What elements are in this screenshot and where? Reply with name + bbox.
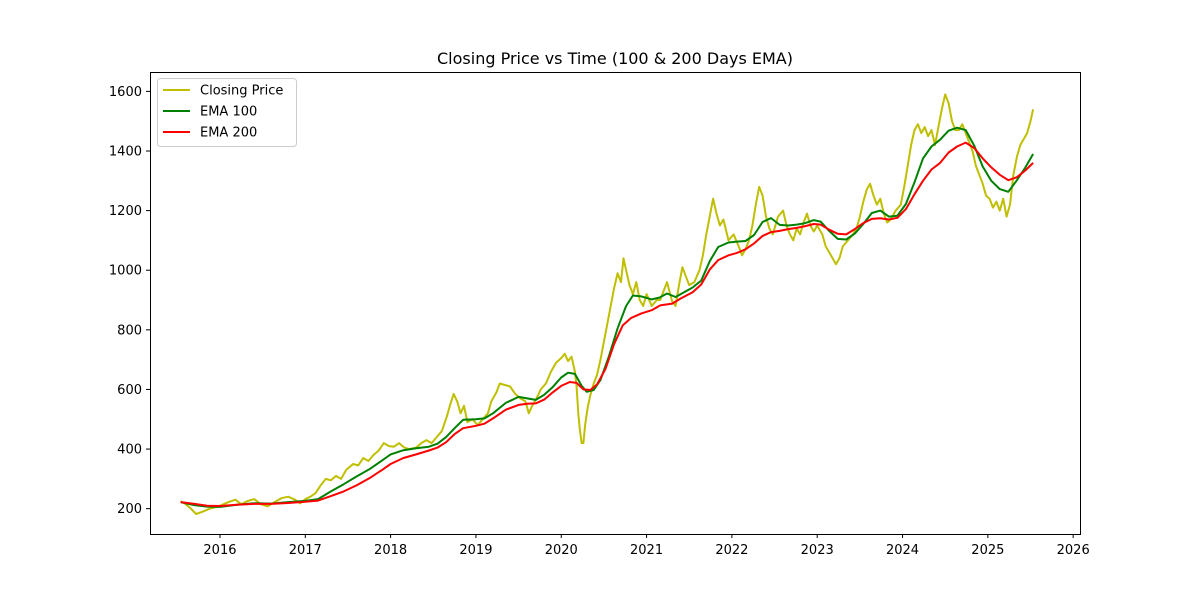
plot-area xyxy=(150,72,1081,535)
x-tick-label: 2026 xyxy=(1057,543,1090,558)
x-tick-label: 2017 xyxy=(289,543,322,558)
x-tick-label: 2025 xyxy=(971,543,1004,558)
chart-title: Closing Price vs Time (100 & 200 Days EM… xyxy=(437,49,793,68)
y-axis: 200 400 600 800 1000 1200 1400 1600 xyxy=(109,85,150,517)
plot-frame xyxy=(150,72,1081,535)
legend-label: EMA 100 xyxy=(200,105,257,120)
y-tick-label: 400 xyxy=(117,443,142,458)
x-tick-label: 2019 xyxy=(459,543,492,558)
y-tick-label: 1400 xyxy=(109,144,142,159)
series-layer xyxy=(180,93,1035,515)
y-tick-label: 800 xyxy=(117,323,142,338)
y-tick-label: 1600 xyxy=(109,85,142,100)
y-tick-label: 1200 xyxy=(109,204,142,219)
x-tick-label: 2020 xyxy=(545,543,578,558)
x-tick-label: 2024 xyxy=(886,543,919,558)
legend-label: Closing Price xyxy=(200,84,283,99)
series-line-ema-200 xyxy=(180,141,1034,507)
series-line-ema-100 xyxy=(180,126,1034,508)
x-tick-label: 2016 xyxy=(203,543,236,558)
y-tick-label: 600 xyxy=(117,383,142,398)
series-line-closing-price xyxy=(180,93,1035,515)
x-tick-label: 2023 xyxy=(801,543,834,558)
legend-label: EMA 200 xyxy=(200,126,257,141)
y-tick-label: 1000 xyxy=(109,264,142,279)
x-tick-label: 2022 xyxy=(715,543,748,558)
y-tick-label: 200 xyxy=(117,502,142,517)
legend: Closing Price EMA 100 EMA 200 xyxy=(157,78,297,147)
legend-box xyxy=(157,78,297,147)
x-tick-label: 2018 xyxy=(374,543,407,558)
x-axis: 2016 2017 2018 2019 2020 2021 2022 2023 2024 2025… xyxy=(203,534,1090,558)
x-tick-label: 2021 xyxy=(630,543,663,558)
